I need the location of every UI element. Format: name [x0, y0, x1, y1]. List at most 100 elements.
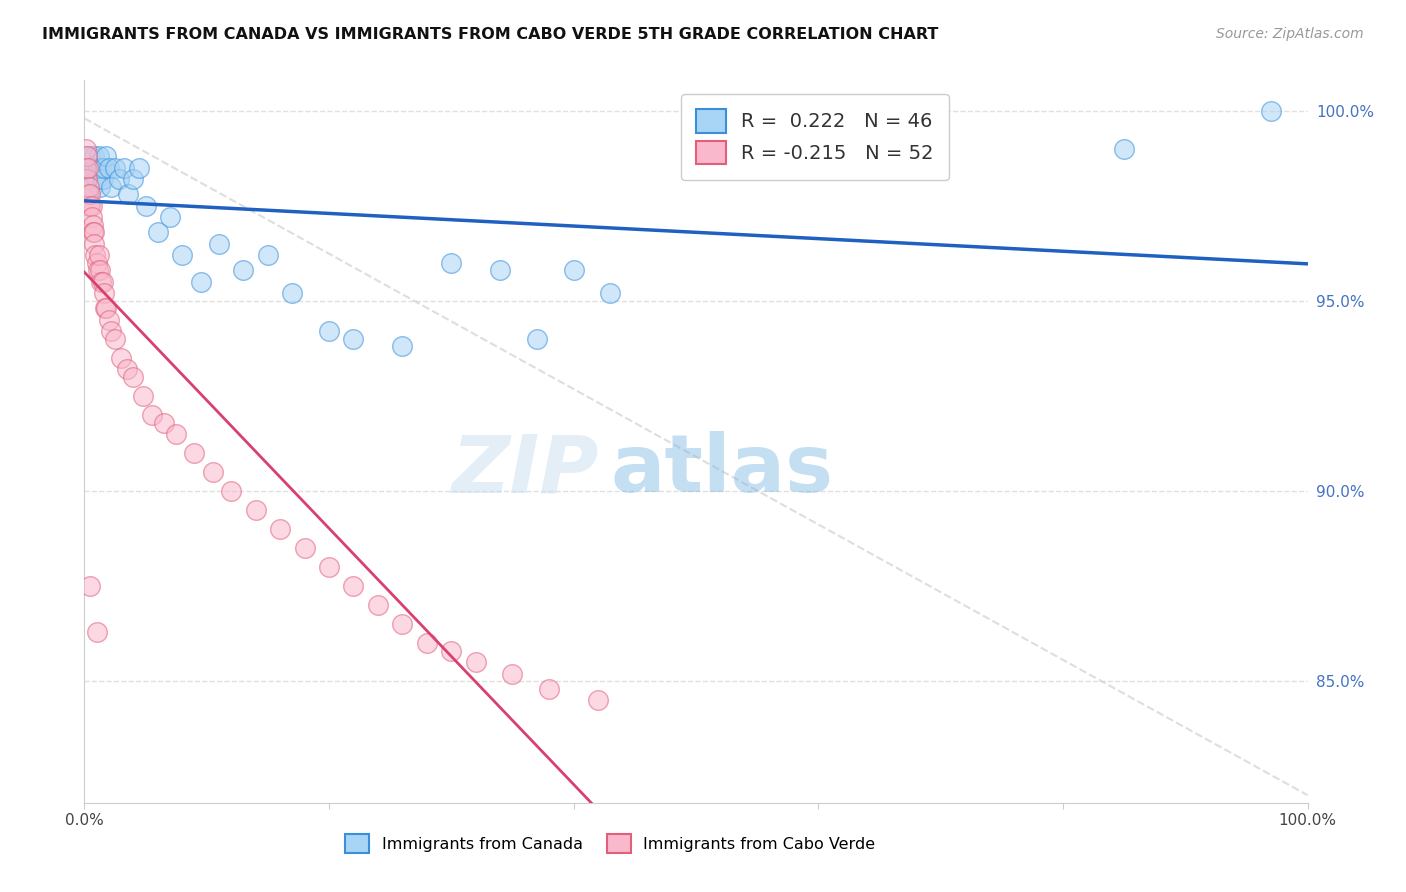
- Point: [80, 210, 103, 224]
- Point: [97, 313, 120, 327]
- Point: [87, 248, 110, 262]
- Point: [77, 161, 100, 175]
- Point: [269, 522, 291, 536]
- Point: [104, 161, 127, 175]
- Point: [1114, 142, 1136, 156]
- Point: [122, 172, 145, 186]
- Text: Source: ZipAtlas.com: Source: ZipAtlas.com: [1216, 27, 1364, 41]
- Point: [76, 149, 98, 163]
- Point: [82, 161, 104, 175]
- Point: [562, 263, 585, 277]
- Point: [391, 617, 413, 632]
- Point: [82, 218, 104, 232]
- Point: [526, 332, 548, 346]
- Point: [294, 541, 316, 555]
- Point: [100, 324, 122, 338]
- Point: [79, 579, 101, 593]
- Point: [87, 263, 110, 277]
- Text: atlas: atlas: [610, 432, 834, 509]
- Point: [165, 426, 187, 441]
- Point: [96, 149, 118, 163]
- Point: [75, 161, 97, 175]
- Point: [153, 416, 176, 430]
- Point: [201, 465, 224, 479]
- Point: [502, 666, 524, 681]
- Point: [367, 598, 389, 612]
- Point: [77, 199, 100, 213]
- Point: [77, 161, 100, 175]
- Point: [245, 503, 267, 517]
- Legend: Immigrants from Canada, Immigrants from Cabo Verde: Immigrants from Canada, Immigrants from …: [339, 828, 882, 860]
- Point: [107, 172, 129, 186]
- Point: [86, 624, 108, 639]
- Point: [91, 172, 114, 186]
- Point: [599, 286, 621, 301]
- Point: [172, 248, 194, 262]
- Point: [82, 226, 104, 240]
- Point: [538, 681, 561, 696]
- Point: [232, 263, 254, 277]
- Point: [90, 161, 112, 175]
- Point: [76, 149, 98, 163]
- Point: [75, 142, 97, 156]
- Point: [93, 161, 115, 175]
- Point: [112, 161, 135, 175]
- Point: [93, 286, 115, 301]
- Point: [342, 332, 364, 346]
- Point: [79, 187, 101, 202]
- Point: [83, 236, 105, 251]
- Point: [342, 579, 364, 593]
- Point: [135, 199, 157, 213]
- Point: [104, 332, 127, 346]
- Point: [77, 179, 100, 194]
- Point: [586, 693, 609, 707]
- Point: [440, 643, 463, 657]
- Point: [110, 351, 132, 365]
- Point: [440, 256, 463, 270]
- Point: [80, 199, 103, 213]
- Point: [115, 362, 138, 376]
- Point: [128, 161, 150, 175]
- Point: [84, 248, 107, 262]
- Point: [208, 236, 231, 251]
- Point: [190, 275, 212, 289]
- Point: [97, 161, 120, 175]
- Point: [86, 172, 108, 186]
- Point: [117, 187, 139, 202]
- Point: [77, 187, 100, 202]
- Text: ZIP: ZIP: [451, 432, 598, 509]
- Point: [91, 275, 114, 289]
- Point: [83, 149, 105, 163]
- Point: [416, 636, 439, 650]
- Point: [79, 149, 101, 163]
- Point: [257, 248, 280, 262]
- Point: [87, 161, 110, 175]
- Point: [141, 408, 163, 422]
- Point: [100, 179, 122, 194]
- Point: [86, 256, 108, 270]
- Point: [391, 339, 413, 353]
- Point: [77, 169, 100, 183]
- Point: [83, 226, 105, 240]
- Point: [80, 179, 103, 194]
- Point: [159, 210, 181, 224]
- Point: [146, 226, 169, 240]
- Point: [89, 179, 111, 194]
- Point: [281, 286, 304, 301]
- Point: [464, 655, 486, 669]
- Point: [87, 149, 110, 163]
- Text: IMMIGRANTS FROM CANADA VS IMMIGRANTS FROM CABO VERDE 5TH GRADE CORRELATION CHART: IMMIGRANTS FROM CANADA VS IMMIGRANTS FRO…: [42, 27, 939, 42]
- Point: [90, 275, 112, 289]
- Point: [219, 483, 242, 498]
- Point: [122, 370, 145, 384]
- Point: [318, 324, 340, 338]
- Point: [79, 161, 101, 175]
- Point: [84, 161, 107, 175]
- Point: [1260, 103, 1282, 118]
- Point: [183, 446, 205, 460]
- Point: [96, 301, 118, 316]
- Point: [318, 560, 340, 574]
- Point: [89, 263, 111, 277]
- Point: [132, 389, 155, 403]
- Point: [94, 301, 117, 316]
